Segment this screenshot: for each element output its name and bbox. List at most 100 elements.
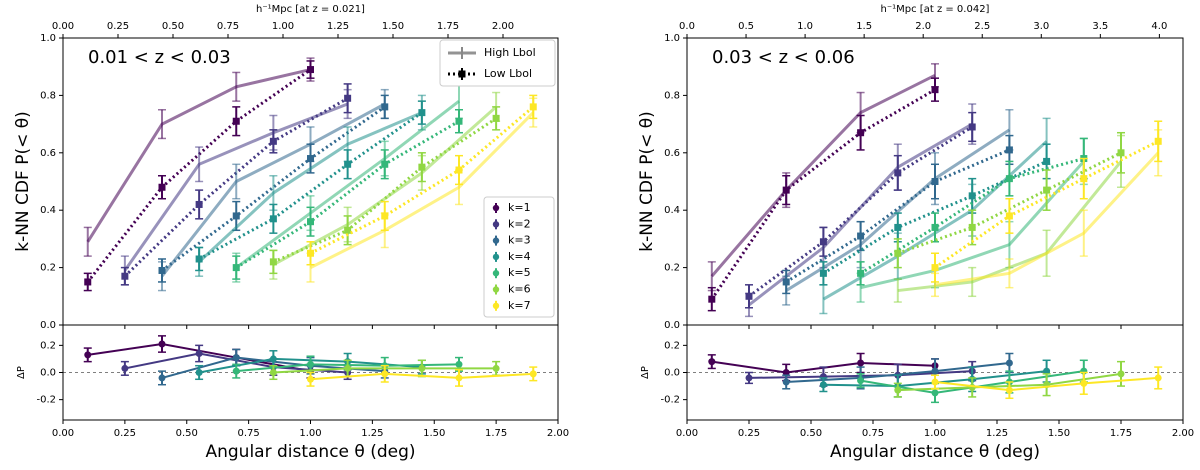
marker [455,360,463,368]
marker [745,374,753,382]
marker [307,375,314,383]
marker [418,364,426,372]
marker [931,86,939,94]
legend-swatch [492,286,500,293]
legend-swatch [492,253,500,261]
x2-tick-label: 2.0 [915,21,931,32]
y-tick-label: 0.2 [664,340,680,351]
marker [232,354,240,362]
x-tick-label: 1.00 [299,428,321,439]
marker [1117,370,1125,378]
marker [1005,146,1013,154]
marker [782,278,790,286]
y-tick-label: -0.2 [36,395,56,406]
marker [708,358,716,366]
marker [232,264,240,272]
y-tick-label: -0.2 [660,395,680,406]
marker [931,389,939,397]
marker [158,183,166,191]
series-line [710,88,936,301]
y-tick-label: 0.0 [40,368,56,379]
marker [158,266,166,274]
x2-axis-label: h⁻¹Mpc [at z = 0.042] [881,4,990,15]
x-tick-label: 0.50 [800,428,822,439]
marker [1005,212,1013,220]
x2-tick-label: 1.25 [327,21,349,32]
legend-label: Low Lbol [484,67,532,80]
x2-tick-label: 0.50 [162,21,184,32]
y-tick-label: 1.0 [664,33,680,44]
marker [1154,374,1162,382]
x-tick-label: 1.00 [924,428,946,439]
marker [1005,175,1013,183]
x-axis-label: Angular distance θ (deg) [830,442,1040,462]
marker [857,377,865,385]
y-tick-label: 0.6 [664,148,680,159]
marker [455,166,463,174]
y-tick-label: 0.0 [664,368,680,379]
x2-tick-label: 3.0 [1033,21,1049,32]
y-tick-label: 0.4 [40,205,56,216]
series-line [160,102,386,278]
series-line [86,68,311,243]
marker [745,292,753,300]
marker [968,123,976,131]
x2-tick-label: 2.00 [492,21,514,32]
series-line [748,125,973,298]
series-line [934,139,1159,269]
annotation: 0.03 < z < 0.06 [712,47,855,68]
marker [84,351,92,359]
marker [195,369,203,376]
marker [344,94,352,102]
marker [307,218,314,226]
y-axis-label: ΔP [640,366,651,379]
y-tick-label: 0.8 [40,90,56,101]
marker [269,369,277,376]
x-tick-label: 1.50 [423,428,445,439]
x-tick-label: 0.25 [738,428,760,439]
y-tick-label: 0.0 [664,320,680,331]
marker [455,117,463,125]
marker [418,163,426,171]
marker [1005,386,1013,394]
series-line [859,157,1085,275]
legend-box [483,196,555,318]
axes-frame [62,324,559,421]
marker [121,364,129,372]
marker [121,272,129,280]
series-line [934,151,1160,287]
x-tick-label: 0.75 [237,428,259,439]
marker [1043,367,1051,375]
x2-tick-label: 1.5 [856,21,872,32]
legend-label: k=5 [508,266,531,279]
marker [894,169,902,177]
marker [381,103,389,111]
marker [894,249,902,257]
legend-label: k=7 [508,299,531,312]
marker [857,232,865,240]
legend-label: k=3 [508,234,531,247]
marker [857,359,865,367]
x-tick-label: 2.00 [547,428,569,439]
series-line [198,111,423,263]
marker [381,370,389,378]
marker [708,295,716,303]
marker [931,264,939,272]
x-tick-label: 2.00 [1172,428,1194,439]
legend-swatch [492,237,500,244]
marker [968,192,976,200]
marker [782,186,790,194]
marker [1154,137,1162,145]
x2-axis-label: h⁻¹Mpc [at z = 0.021] [256,4,365,15]
axes-frame [686,324,1184,421]
y-tick-label: 1.0 [40,33,56,44]
x-tick-label: 0.75 [862,428,884,439]
marker [1080,379,1088,387]
series-line [309,111,535,269]
legend-label: k=2 [508,217,531,230]
marker [195,200,203,208]
x-tick-label: 1.25 [986,428,1008,439]
series-line [710,73,936,278]
x2-tick-label: 1.50 [382,21,404,32]
